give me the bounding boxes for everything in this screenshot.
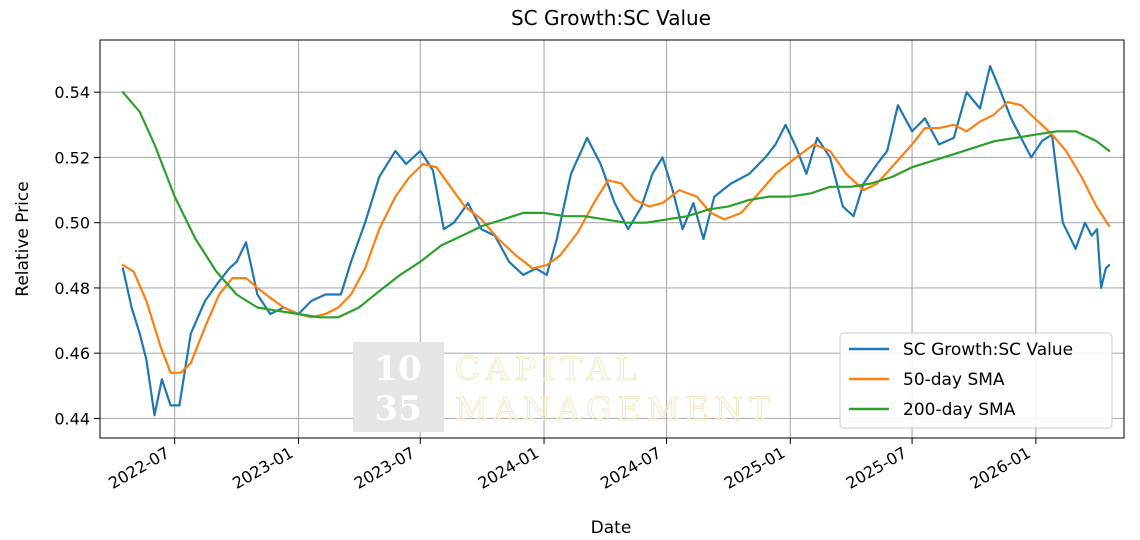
watermark-text-management: MANAGEMENT [455,390,776,428]
chart-title: SC Growth:SC Value [511,6,711,30]
plot-frame [99,39,1125,439]
watermark-text-capital: CAPITAL [455,350,643,388]
legend-label: SC Growth:SC Value [903,340,1073,360]
legend-label: 50-day SMA [903,370,1005,390]
watermark-box [353,342,444,432]
legend: SC Growth:SC Value 50-day SMA 200-day SMA [839,332,1113,429]
y-tick-label: 0.52 [54,148,90,167]
watermark-logo: 10 35 CAPITAL MANAGEMENT [353,342,776,432]
watermark-number-top: 10 [374,349,421,389]
y-axis-label: Relative Price [13,181,33,296]
y-tick-label: 0.50 [54,214,90,233]
y-axis-ticks: 0.44 0.46 0.48 0.50 0.52 0.54 [54,83,100,428]
y-tick-label: 0.44 [54,409,90,428]
y-tick-label: 0.54 [54,83,90,102]
y-tick-label: 0.48 [54,279,90,298]
series-line-3 [121,91,1111,319]
series-lines [121,64,1111,417]
legend-box [839,332,1113,429]
watermark-number-bottom: 35 [374,389,421,429]
series-line-1 [121,64,1111,417]
legend-label: 200-day SMA [903,400,1016,420]
y-tick-label: 0.46 [54,344,90,363]
series-line-2 [121,100,1111,374]
x-axis-label: Date [591,518,632,538]
